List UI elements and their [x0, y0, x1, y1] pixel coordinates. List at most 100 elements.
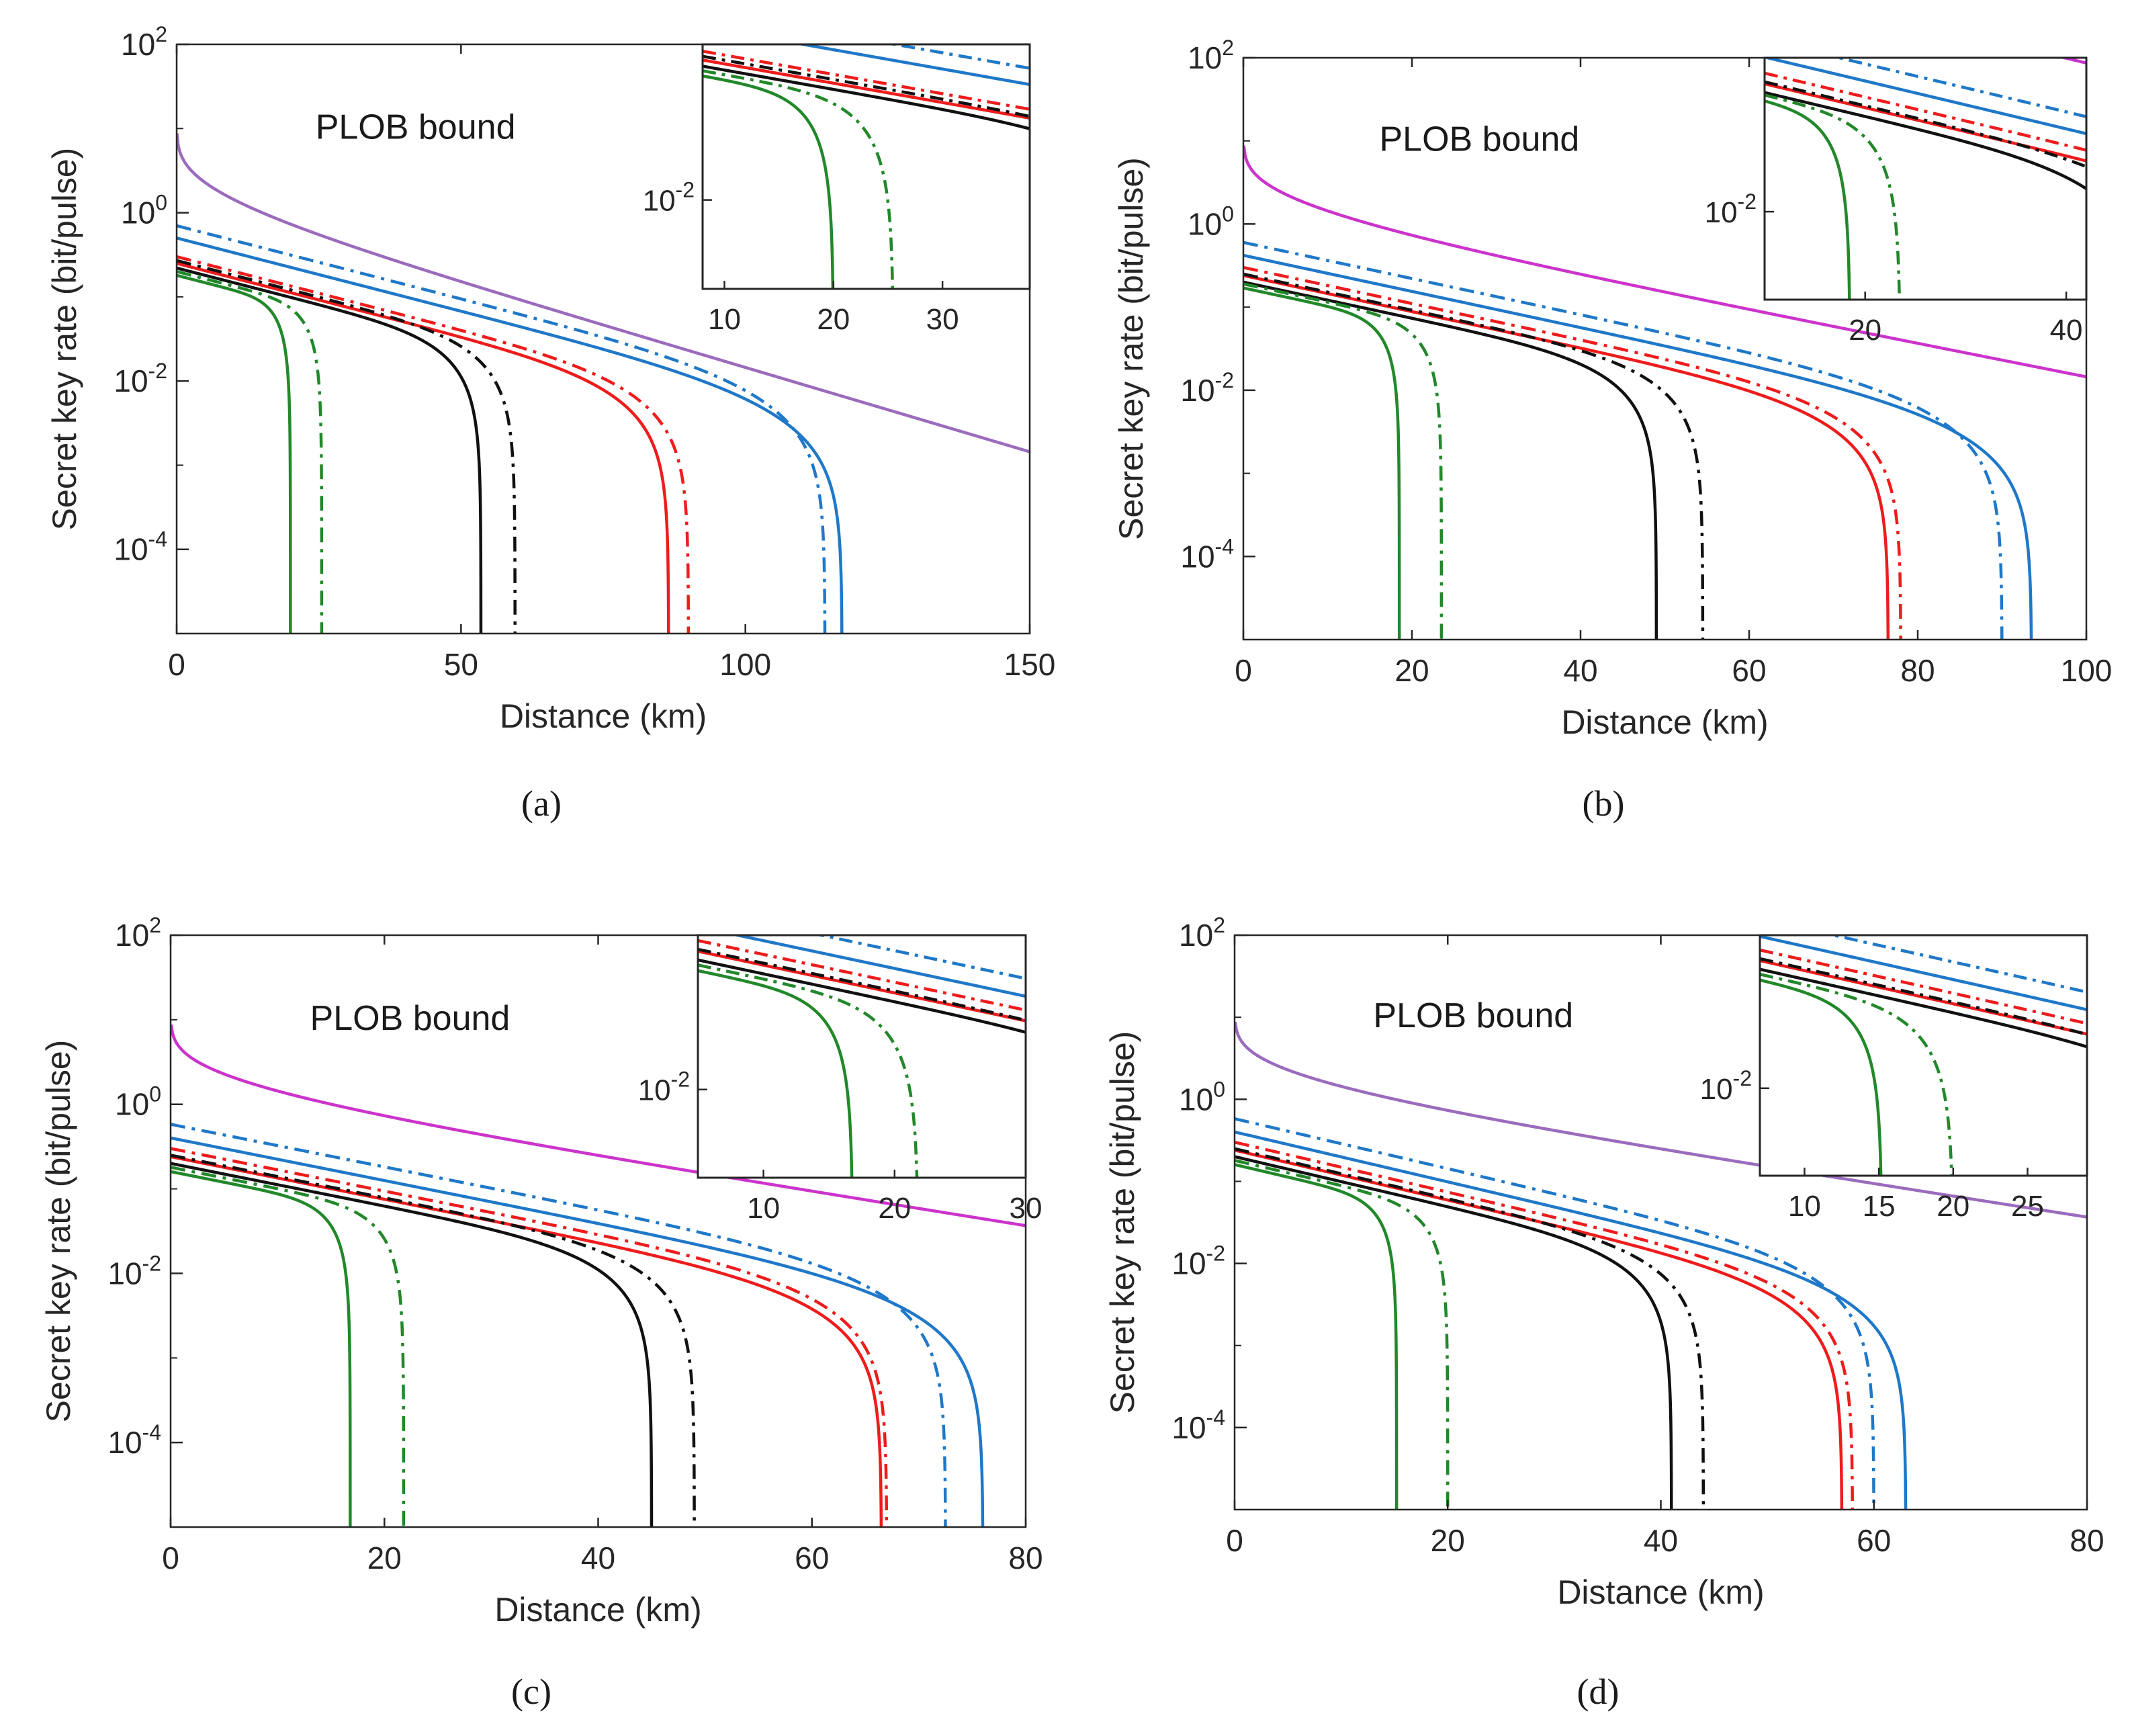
series-line-black-dash-dot [177, 259, 517, 634]
series-line-red-dash-dot [1243, 265, 1902, 640]
series-group [1243, 145, 2086, 640]
series-line-plob-bound [1243, 145, 2086, 379]
x-tick-label: 40 [1644, 1523, 1678, 1558]
x-tick-label: 100 [2061, 653, 2113, 688]
x-tick-label: 20 [367, 1540, 402, 1575]
x-tick-label: 0 [162, 1540, 179, 1575]
y-tick-label: 10-4 [114, 527, 167, 567]
x-axis-title: Distance (km) [494, 1591, 701, 1629]
series-line-blue-dash-dot [171, 1123, 947, 1527]
x-tick-label: 60 [1732, 653, 1766, 688]
inset-series-line-blue-dash-dot [1826, 935, 2087, 994]
x-tick-label: 0 [1235, 653, 1252, 688]
inset-series-line-blue-solid [730, 935, 1026, 998]
panel-c: 0 20 40 60 80 10-4 10-2 100 102 Distance (km) Secr… [40, 830, 1043, 1712]
series-line-red-solid [177, 261, 670, 634]
inset-x-tick-label: 15 [1863, 1190, 1896, 1223]
inset-background [1760, 935, 2087, 1176]
series-line-black-solid [171, 1162, 654, 1527]
x-tick-label: 80 [1900, 653, 1935, 688]
x-tick-label: 150 [1004, 647, 1056, 682]
x-tick-label: 80 [1008, 1540, 1042, 1575]
series-line-black-solid [177, 266, 483, 634]
inset-x-tick-label: 30 [926, 303, 959, 336]
inset-series-line-red-dash-dot [1765, 71, 2086, 152]
inset-series-line-plob-bound [1760, 840, 2087, 909]
series-line-red-solid [1243, 273, 1890, 640]
inset-x-tick-label: 20 [1849, 314, 1881, 347]
inset-series-line-green-dash-dot [698, 963, 919, 1178]
series-line-blue-dash-dot [1235, 1117, 1875, 1510]
series-line-black-dash-dot [1235, 1147, 1705, 1510]
inset-series-group [698, 830, 1026, 1178]
series-group [177, 133, 1030, 634]
inset-series-line-red-solid [1765, 82, 2086, 163]
plob-annotation: PLOB bound [1373, 996, 1573, 1035]
inset-x-tick-label: 20 [878, 1192, 911, 1225]
inset-series-line-red-solid [703, 58, 1030, 120]
inset-y-tick-label: 10-2 [643, 178, 695, 218]
panel-caption: (b) [1583, 783, 1625, 824]
inset-series-line-blue-solid [1760, 935, 2087, 1012]
y-tick-label: 100 [121, 191, 167, 230]
inset-x-tick-label: 20 [817, 303, 850, 336]
inset-x-tick-label: 10 [1788, 1190, 1821, 1223]
panel-caption: (d) [1577, 1672, 1619, 1712]
series-line-green-dash-dot [1243, 282, 1444, 640]
y-tick-label: 10-4 [1171, 1405, 1225, 1445]
inset-frame [1763, 56, 2088, 301]
inset-x-tick-label: 10 [708, 303, 741, 336]
inset-series-line-blue-dash-dot [1832, 58, 2086, 118]
y-tick-label: 102 [1188, 36, 1234, 75]
inset-series-line-black-solid [698, 958, 1026, 1034]
series-line-green-solid [1243, 286, 1401, 640]
series-line-green-dash-dot [171, 1166, 406, 1527]
y-tick-label: 10-2 [1180, 368, 1234, 408]
series-line-black-solid [1243, 280, 1658, 640]
inset-y-tick-label: 10-2 [1705, 189, 1757, 229]
series-line-blue-solid [1243, 253, 2033, 640]
x-axis-title: Distance (km) [1561, 703, 1768, 741]
series-line-red-dash-dot [1235, 1140, 1855, 1510]
inset-series-line-red-solid [1760, 959, 2087, 1036]
x-tick-label: 40 [1563, 653, 1597, 688]
inset-x-tick-label: 25 [2011, 1190, 2044, 1223]
series-line-blue-solid [171, 1136, 985, 1527]
series-line-black-solid [1235, 1155, 1673, 1510]
x-tick-label: 100 [719, 647, 771, 682]
inset-series-line-blue-dash-dot [886, 44, 1030, 70]
y-tick-label: 10-4 [107, 1420, 161, 1460]
series-line-black-dash-dot [171, 1154, 696, 1527]
x-tick-label: 60 [1857, 1523, 1891, 1558]
inset-series-line-green-solid [703, 74, 835, 289]
x-tick-label: 60 [795, 1540, 829, 1575]
inset-frame [701, 43, 1031, 290]
series-line-green-dash-dot [177, 269, 324, 634]
inset-series-line-black-dash-dot [698, 947, 1026, 1022]
inset-x-tick-label: 20 [1937, 1190, 1969, 1223]
inset-series-line-red-solid [698, 949, 1026, 1023]
panel-a: 0 50 100 150 10-4 10-2 100 102 Distance (km) Secr… [46, 0, 1056, 824]
y-axis-title: Secret key rate (bit/pulse) [40, 1040, 77, 1423]
inset-series-line-plob-bound [2057, 58, 2086, 64]
series-line-green-dash-dot [1235, 1159, 1450, 1510]
inset: 20 40 10-2 [1705, 56, 2088, 347]
inset-series-line-plob-bound [698, 830, 1026, 911]
plob-annotation: PLOB bound [316, 107, 516, 146]
x-tick-label: 0 [1226, 1523, 1243, 1558]
inset-series-line-red-dash-dot [1760, 948, 2087, 1025]
inset-series-line-blue-solid [1765, 58, 2086, 136]
inset-series-line-green-dash-dot [1765, 93, 1901, 300]
inset-frame [1759, 934, 2088, 1177]
x-tick-label: 80 [2070, 1523, 2104, 1558]
series-line-green-solid [171, 1170, 352, 1527]
inset: 10 15 20 25 10-2 [1700, 840, 2088, 1223]
y-tick-label: 100 [115, 1082, 161, 1122]
y-tick-label: 10-2 [114, 359, 167, 398]
series-line-blue-solid [177, 236, 844, 634]
y-axis-title: Secret key rate (bit/pulse) [1104, 1031, 1141, 1414]
y-tick-label: 10-2 [107, 1251, 161, 1291]
inset-series-line-plob-bound [703, 0, 1030, 40]
x-axis-title: Distance (km) [1557, 1573, 1764, 1611]
series-line-blue-dash-dot [1243, 241, 2004, 640]
